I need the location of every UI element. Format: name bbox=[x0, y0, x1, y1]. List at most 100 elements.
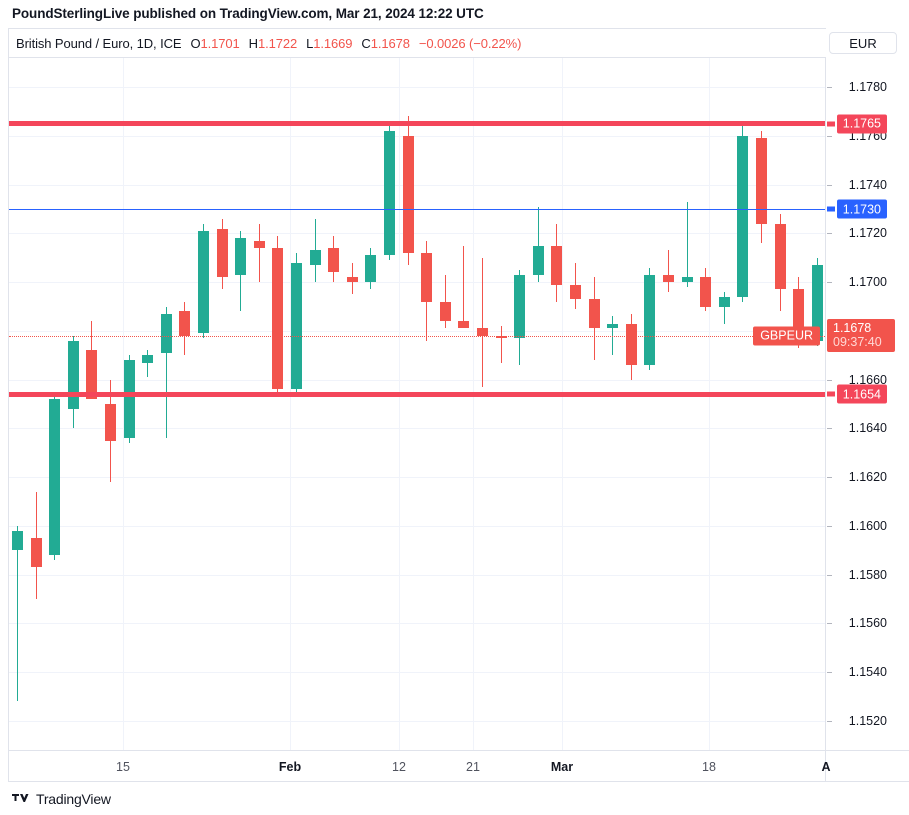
candle-body[interactable] bbox=[551, 245, 563, 285]
candle-body[interactable] bbox=[365, 255, 377, 283]
candle-body[interactable] bbox=[30, 538, 42, 568]
legend-low-label: L bbox=[306, 35, 314, 51]
legend-high-value: 1.1722 bbox=[257, 35, 298, 51]
time-axis[interactable]: 15 Feb 12 21 Mar 18 A bbox=[8, 750, 831, 782]
attribution-text: PoundSterlingLive published on TradingVi… bbox=[12, 6, 484, 21]
series-tag-gbpeur[interactable]: GBPEUR bbox=[753, 326, 820, 346]
candle-body[interactable] bbox=[756, 138, 767, 224]
candle-body[interactable] bbox=[681, 277, 693, 283]
candle-body[interactable] bbox=[272, 248, 284, 390]
candle-body[interactable] bbox=[495, 335, 507, 339]
candle-body[interactable] bbox=[12, 530, 23, 551]
price-tag-blue-level[interactable]: 1.1730 bbox=[836, 199, 887, 219]
price-axis-label: 1.1640 bbox=[848, 421, 887, 436]
legend-open-value: 1.1701 bbox=[200, 35, 240, 51]
price-axis-label: 1.1740 bbox=[848, 177, 887, 192]
price-tick-mark bbox=[827, 428, 832, 430]
candle-body[interactable] bbox=[253, 240, 265, 249]
candle-wick bbox=[165, 306, 167, 439]
candle-wick bbox=[500, 326, 502, 363]
candle-body[interactable] bbox=[328, 248, 340, 273]
grid-line-vertical bbox=[562, 58, 563, 750]
candle-body[interactable] bbox=[625, 323, 637, 365]
candle-body[interactable] bbox=[700, 277, 712, 307]
tradingview-mark-icon bbox=[12, 794, 29, 802]
legend-symbol[interactable]: British Pound / Euro, 1D, ICE bbox=[16, 35, 182, 51]
candle-wick bbox=[147, 350, 149, 378]
grid-line-horizontal bbox=[9, 574, 825, 576]
grid-line-vertical bbox=[123, 58, 124, 750]
candle-body[interactable] bbox=[570, 284, 581, 300]
time-axis-label: Mar bbox=[550, 760, 574, 774]
price-tick-mark bbox=[827, 87, 832, 89]
candle-body[interactable] bbox=[67, 340, 79, 409]
candle-body[interactable] bbox=[235, 238, 247, 275]
currency-badge[interactable]: EUR bbox=[829, 32, 897, 54]
candle-body[interactable] bbox=[402, 135, 414, 253]
price-tag-nub bbox=[827, 391, 835, 397]
candle-body[interactable] bbox=[439, 301, 451, 322]
price-tick-mark bbox=[827, 184, 832, 186]
price-axis-label: 1.1540 bbox=[848, 665, 887, 680]
candle-body[interactable] bbox=[160, 313, 172, 353]
price-line-support[interactable] bbox=[9, 391, 825, 397]
price-axis[interactable]: 1.17801.17601.17401.17201.17001.16801.16… bbox=[827, 58, 909, 750]
last-price-time: 09:37:40 bbox=[833, 334, 882, 349]
candle-body[interactable] bbox=[811, 265, 823, 341]
grid-line-vertical bbox=[399, 58, 400, 750]
candle-body[interactable] bbox=[458, 321, 470, 329]
price-tick-mark bbox=[827, 135, 832, 137]
candle-body[interactable] bbox=[644, 274, 656, 365]
price-axis-label: 1.1520 bbox=[848, 713, 887, 728]
grid-line-vertical bbox=[709, 58, 710, 750]
price-tag-nub bbox=[827, 121, 835, 127]
legend-high-label: H bbox=[248, 35, 258, 51]
candle-body[interactable] bbox=[309, 250, 321, 266]
price-tag-support[interactable]: 1.1654 bbox=[836, 384, 887, 404]
price-axis-label: 1.1660 bbox=[848, 372, 887, 387]
time-axis-label: A bbox=[821, 760, 831, 774]
grid-line-horizontal bbox=[9, 428, 825, 430]
candle-body[interactable] bbox=[384, 131, 395, 256]
price-axis-label: 1.1600 bbox=[848, 518, 887, 533]
candle-body[interactable] bbox=[49, 399, 61, 556]
last-price-dotted-line bbox=[9, 335, 825, 337]
candle-body[interactable] bbox=[86, 350, 98, 400]
price-tag-resistance[interactable]: 1.1765 bbox=[836, 114, 887, 134]
price-axis-label: 1.1620 bbox=[848, 470, 887, 485]
price-line-blue-level[interactable] bbox=[9, 209, 825, 211]
candle-body[interactable] bbox=[142, 355, 154, 363]
chart-plot-area[interactable]: GBPEUR bbox=[8, 58, 826, 750]
candle-body[interactable] bbox=[477, 328, 488, 336]
candle-body[interactable] bbox=[588, 299, 600, 329]
grid-line-horizontal bbox=[9, 672, 825, 674]
candle-body[interactable] bbox=[663, 274, 674, 283]
candle-body[interactable] bbox=[718, 296, 730, 307]
price-line-resistance[interactable] bbox=[9, 121, 825, 127]
candle-wick bbox=[686, 201, 688, 288]
candle-body[interactable] bbox=[105, 404, 116, 441]
candle-wick bbox=[463, 245, 465, 329]
legend-change: −0.0026 (−0.22%) bbox=[418, 35, 522, 51]
legend-low-value: 1.1669 bbox=[313, 35, 353, 51]
candle-body[interactable] bbox=[198, 231, 209, 334]
legend-bar: British Pound / Euro, 1D, ICE O1.1701 H1.1… bbox=[8, 28, 826, 58]
candle-body[interactable] bbox=[607, 323, 619, 329]
candle-body[interactable] bbox=[514, 274, 526, 339]
candle-body[interactable] bbox=[179, 311, 191, 336]
price-tick-mark bbox=[827, 233, 832, 235]
candle-body[interactable] bbox=[532, 245, 544, 275]
candle-body[interactable] bbox=[346, 277, 358, 283]
time-axis-label: 21 bbox=[466, 760, 480, 774]
candle-body[interactable] bbox=[216, 228, 228, 278]
price-tick-mark bbox=[827, 477, 832, 479]
grid-line-horizontal bbox=[9, 233, 825, 235]
candle-body[interactable] bbox=[123, 360, 135, 439]
candle-body[interactable] bbox=[793, 289, 805, 341]
last-price-tag[interactable]: 1.1678 09:37:40 bbox=[827, 318, 895, 352]
candle-body[interactable] bbox=[737, 135, 749, 297]
candle-body[interactable] bbox=[774, 223, 786, 290]
price-axis-label: 1.1580 bbox=[848, 567, 887, 582]
candle-body[interactable] bbox=[421, 252, 433, 302]
candle-body[interactable] bbox=[291, 262, 302, 390]
